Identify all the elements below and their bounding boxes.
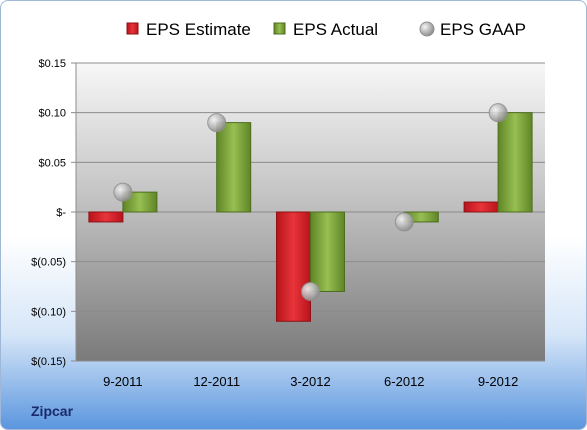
y-tick-label: $(0.15) [31, 356, 66, 368]
legend-swatch [126, 22, 139, 35]
x-axis-ticks: 9-2011 12-2011 3-2012 6-2012 9-2012 [103, 374, 518, 389]
x-tick-label: 9-2011 [103, 374, 143, 389]
legend-label: EPS Actual [293, 20, 378, 39]
eps-actual-bar [122, 191, 158, 213]
gaap-markers [113, 103, 508, 301]
y-tick-label: $- [56, 207, 66, 219]
y-tick-label: $(0.10) [31, 306, 66, 318]
company-name: Zipcar [31, 403, 74, 419]
legend-swatch [273, 22, 286, 35]
eps-gaap-marker [207, 113, 227, 133]
eps-actual-bar [216, 122, 252, 213]
eps-gaap-marker [113, 182, 133, 202]
eps-actual-bar [497, 112, 533, 213]
y-tick-label: $(0.05) [31, 257, 66, 269]
eps-estimate-bar [463, 201, 499, 213]
eps-gaap-marker [488, 103, 508, 123]
y-tick-label: $0.05 [38, 157, 66, 169]
eps-gaap-marker [394, 212, 414, 232]
x-tick-label: 6-2012 [384, 374, 424, 389]
legend-label: EPS GAAP [440, 20, 526, 39]
x-tick-label: 9-2012 [478, 374, 518, 389]
eps-estimate-bar [276, 211, 311, 322]
eps-estimate-bar [88, 211, 124, 223]
legend-swatch [419, 21, 435, 37]
x-tick-label: 3-2012 [290, 374, 330, 389]
y-tick-label: $0.10 [38, 108, 66, 120]
y-tick-label: $0.15 [38, 58, 66, 70]
eps-actual-bar [310, 211, 345, 292]
legend: EPS Estimate EPS Actual EPS GAAP [126, 20, 526, 39]
y-axis-ticks: $0.15 $0.10 $0.05 $- $(0.05) $(0.10) $(0.15) [31, 58, 66, 368]
legend-label: EPS Estimate [146, 20, 251, 39]
x-tick-label: 12-2011 [193, 374, 240, 389]
eps-gaap-marker [301, 281, 320, 301]
bars [88, 112, 533, 322]
